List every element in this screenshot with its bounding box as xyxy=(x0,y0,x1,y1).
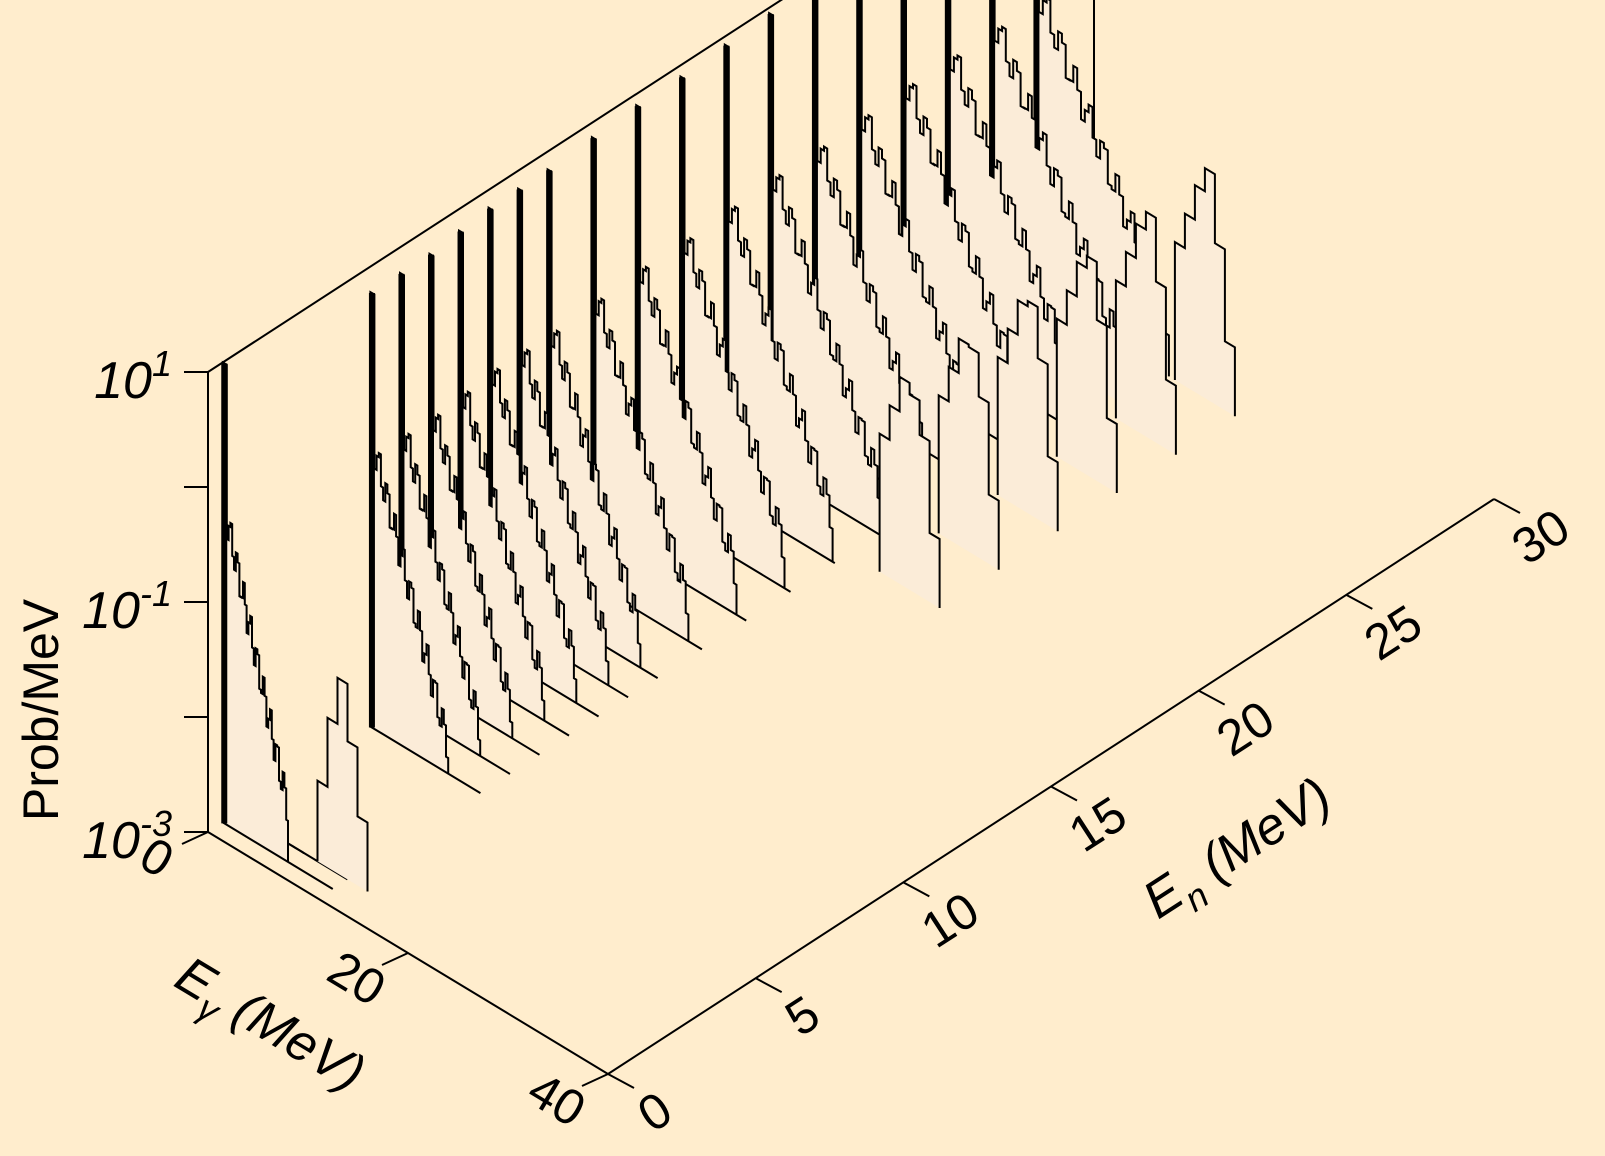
en-tick xyxy=(607,1073,635,1089)
front-bump xyxy=(316,676,369,892)
spectrum-line xyxy=(590,135,690,642)
secondary-bump xyxy=(996,298,1059,532)
bump-line xyxy=(937,336,1000,570)
bump-line xyxy=(1055,254,1118,493)
spectrum-line xyxy=(856,0,978,483)
spectrum-fill xyxy=(370,292,449,774)
spectrum-line xyxy=(901,0,1026,456)
spectrum-line xyxy=(221,360,289,862)
spectrum-fill xyxy=(636,105,737,615)
en-tick xyxy=(1198,689,1226,706)
spectrum-series xyxy=(368,290,481,794)
en-axis-label: En (MeV) xyxy=(1133,767,1347,939)
bump-fill xyxy=(938,338,999,570)
bump-line xyxy=(1114,210,1177,455)
spectrum-line xyxy=(546,167,642,668)
spectrum-line xyxy=(487,205,578,703)
spectrum-series xyxy=(221,360,334,890)
y-tick-label: 10-3 xyxy=(82,803,172,870)
egamma-tick xyxy=(181,831,209,845)
y-tick-label: 101 xyxy=(94,343,172,410)
spectrum-fill xyxy=(591,137,689,642)
spectrum-line xyxy=(517,186,610,686)
secondary-bump xyxy=(1055,254,1118,493)
spectrum-line xyxy=(768,11,882,536)
bump-line xyxy=(996,298,1059,532)
top-back-edge xyxy=(207,0,784,373)
bump-fill xyxy=(1174,168,1235,417)
secondary-bump xyxy=(1114,210,1177,455)
spectrum-line xyxy=(679,74,786,589)
bump-line xyxy=(1173,166,1236,417)
bump-fill xyxy=(879,376,940,608)
bump-fill xyxy=(1056,256,1117,493)
y-axis-label: Prob/MeV xyxy=(13,598,69,821)
bump-fill xyxy=(1115,211,1176,455)
en-tick-label: 0 xyxy=(628,1081,682,1143)
spectrum-fill xyxy=(680,76,785,589)
spectrum-fill xyxy=(222,362,288,862)
secondary-bump xyxy=(937,336,1000,570)
bump-line xyxy=(878,375,941,608)
secondary-bump xyxy=(878,375,941,608)
bump-line xyxy=(316,676,369,892)
spectrum-line xyxy=(989,0,1122,403)
spectrum-line xyxy=(458,228,546,721)
en-tick xyxy=(1345,593,1373,610)
spectrum-baseline xyxy=(222,821,334,890)
y-tick-label: 10-1 xyxy=(82,573,172,640)
spectrum-line xyxy=(723,42,834,562)
spectrum-line xyxy=(635,103,738,615)
egamma-tick-label: 20 xyxy=(318,940,395,1017)
spectrum-line xyxy=(399,271,482,756)
en-tick xyxy=(755,977,783,994)
bump-fill xyxy=(317,677,368,892)
spectrum-line xyxy=(428,252,514,739)
en-tick xyxy=(902,881,930,898)
spectra-group xyxy=(221,0,1236,892)
egamma-tick-label: 40 xyxy=(518,1061,595,1138)
en-tick xyxy=(1050,785,1078,802)
en-tick xyxy=(1493,498,1521,514)
egamma-tick xyxy=(381,952,409,966)
egamma-tick xyxy=(581,1073,609,1087)
spectrum-fill xyxy=(724,44,833,562)
en-tick-label: 5 xyxy=(775,985,829,1047)
spectrum-baseline xyxy=(369,725,481,794)
secondary-bump xyxy=(1173,166,1236,417)
bump-fill xyxy=(997,300,1058,532)
spectrum-line xyxy=(945,0,1074,430)
spectrum-line xyxy=(369,290,450,774)
